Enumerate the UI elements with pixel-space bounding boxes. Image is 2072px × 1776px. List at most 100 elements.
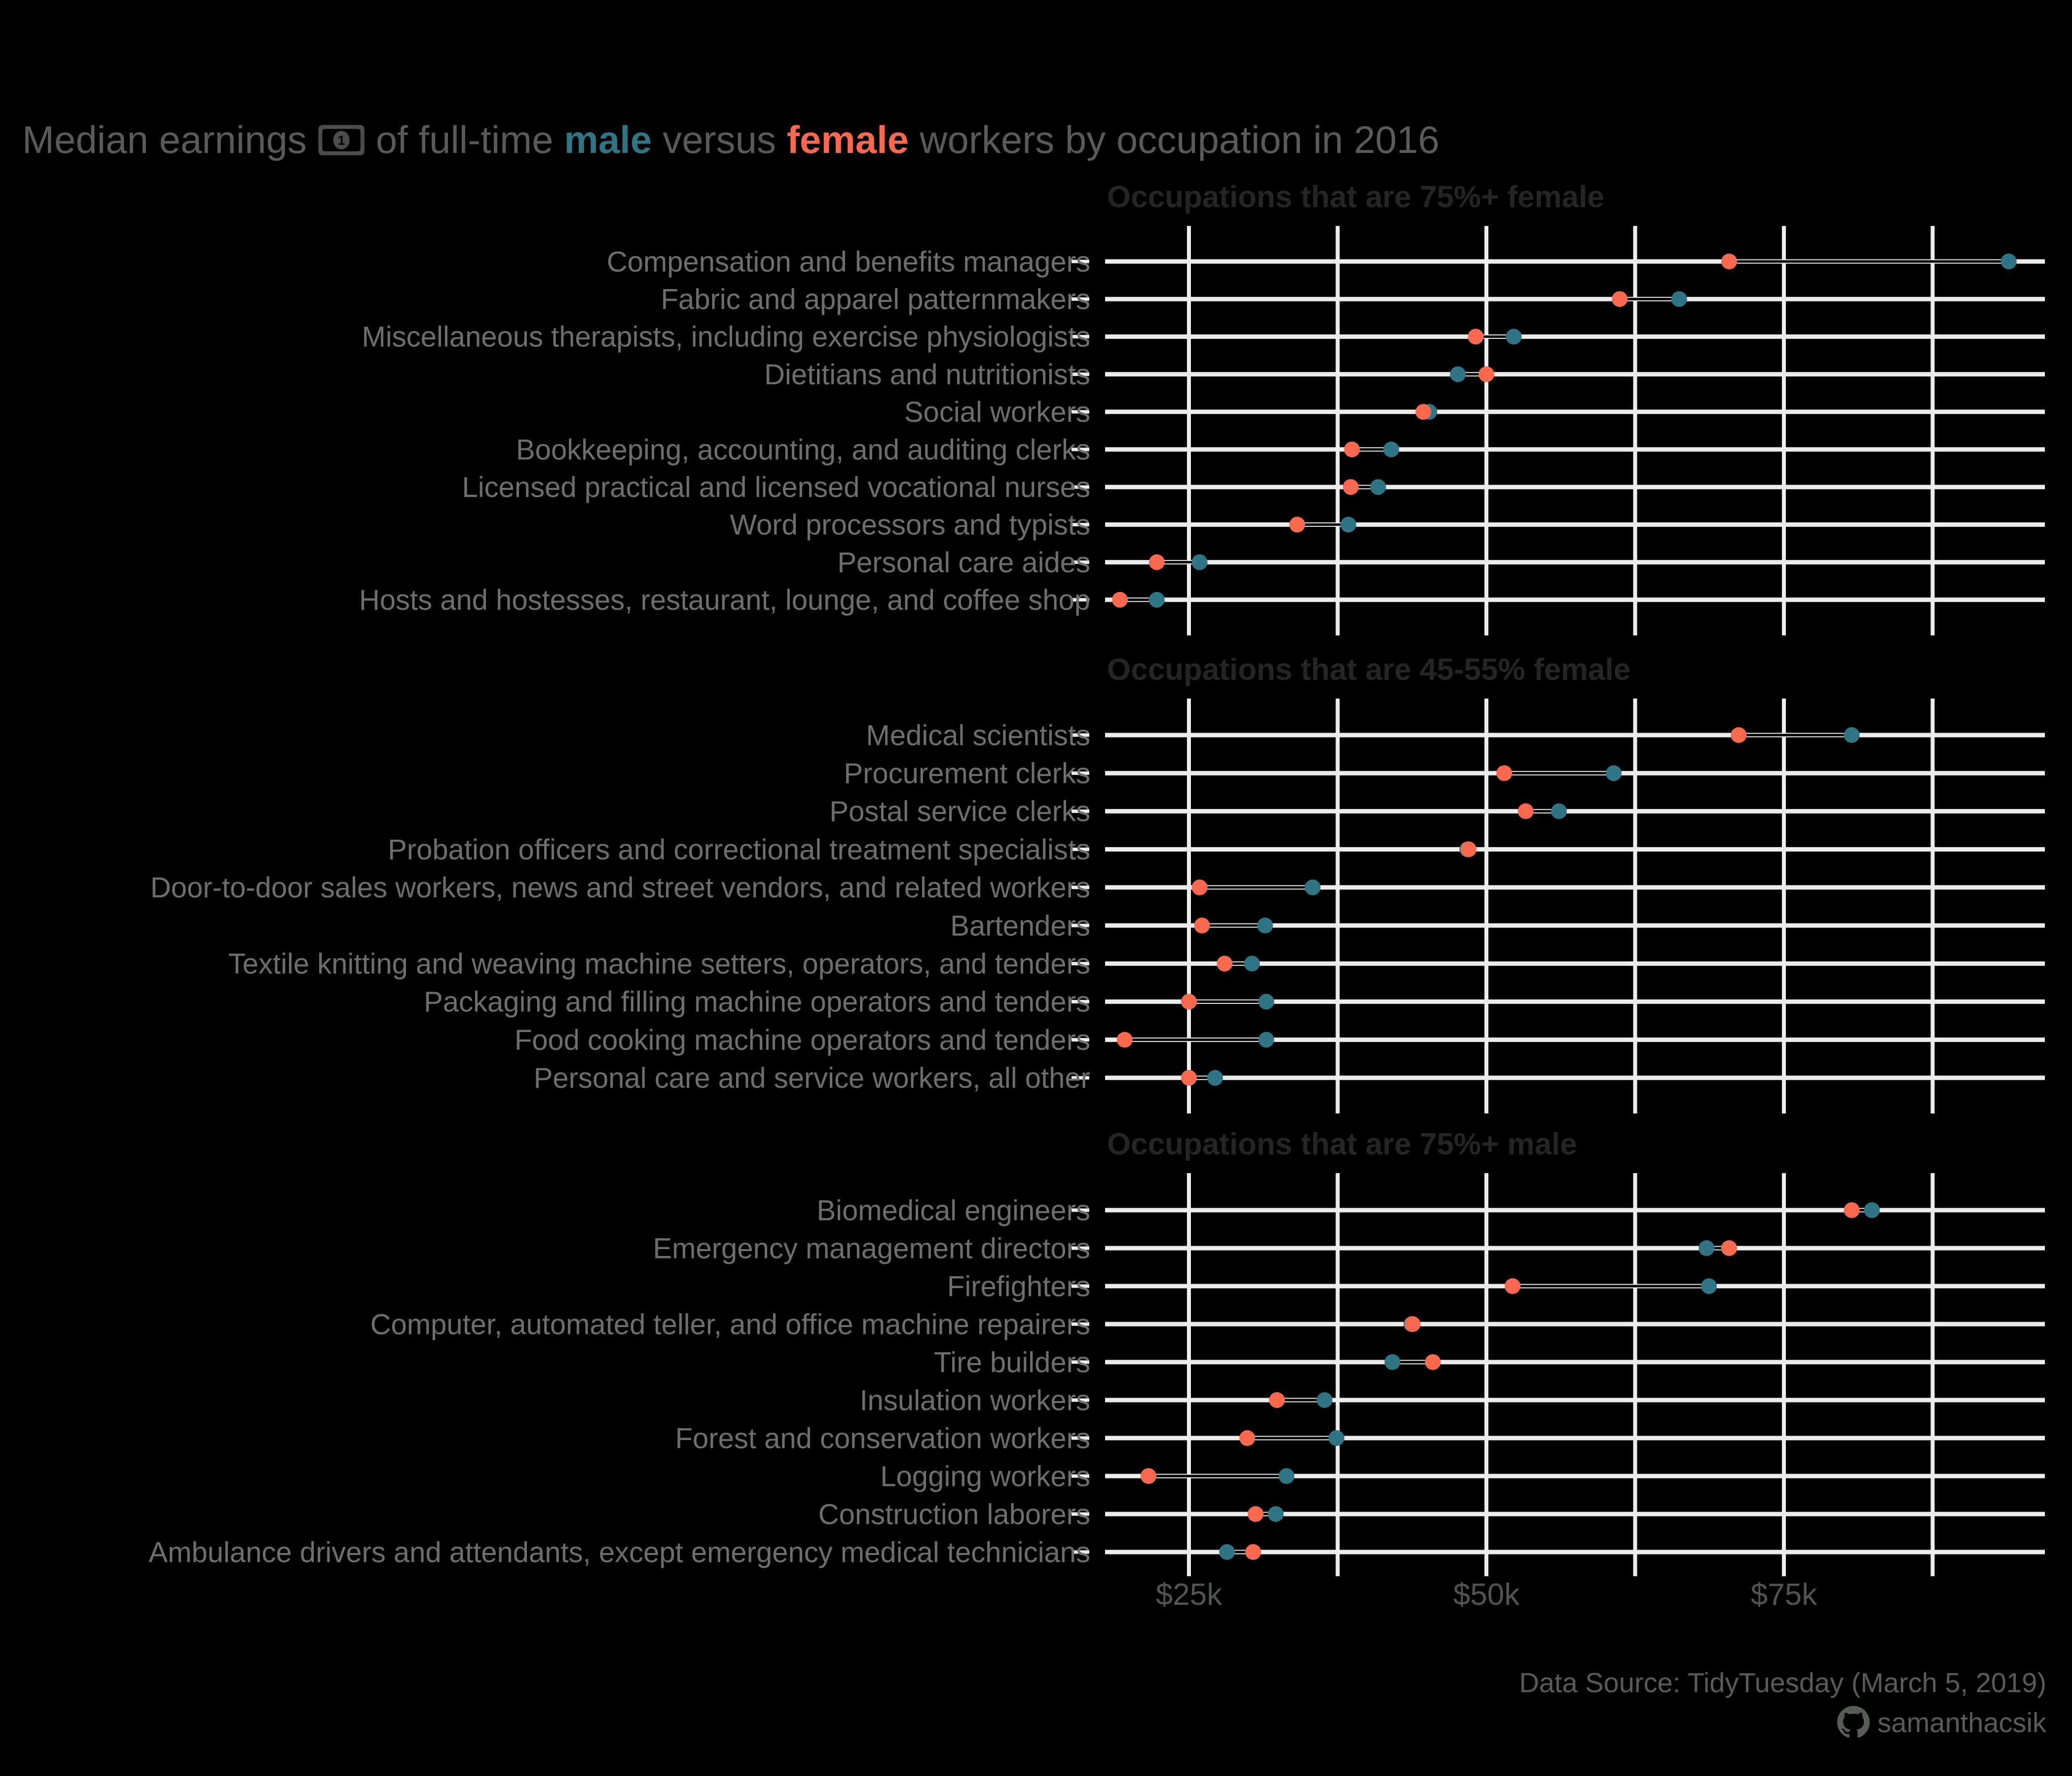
female-dot (1116, 1032, 1133, 1048)
panel-title: Occupations that are 75%+ male (1107, 1127, 1577, 1161)
female-dot (1217, 956, 1233, 972)
female-dot (1405, 1316, 1421, 1332)
occupation-label: Bartenders (950, 910, 1090, 942)
female-dot (1191, 879, 1208, 895)
female-dot (1721, 254, 1738, 269)
male-dot (1450, 366, 1466, 382)
female-dot (1269, 1392, 1285, 1408)
female-dot (1112, 592, 1128, 608)
x-axis-label: $50k (1453, 1578, 1520, 1612)
male-dot (1864, 1202, 1880, 1218)
male-dot (1701, 1278, 1717, 1294)
occupation-label: Hosts and hostesses, restaurant, lounge,… (359, 584, 1090, 616)
occupation-label: Licensed practical and licensed vocation… (462, 472, 1090, 504)
panel-title: Occupations that are 75%+ female (1107, 180, 1604, 214)
occupation-label: Logging workers (880, 1460, 1090, 1492)
occupation-label: Construction laborers (818, 1498, 1090, 1530)
title-prefix: Median earnings (22, 118, 307, 161)
male-dot (1370, 479, 1386, 495)
female-dot (1505, 1278, 1521, 1294)
x-axis-label: $75k (1751, 1578, 1817, 1612)
occupation-label: Personal care and service workers, all o… (534, 1062, 1090, 1094)
occupation-label: Biomedical engineers (816, 1194, 1090, 1226)
male-dot (1329, 1430, 1345, 1446)
female-dot (1148, 554, 1165, 570)
github-icon (1837, 1706, 1870, 1738)
female-legend-word: female (787, 118, 909, 161)
male-dot (1606, 765, 1622, 781)
occupation-label: Medical scientists (866, 719, 1090, 751)
male-dot (1258, 1032, 1274, 1048)
female-dot (1460, 841, 1477, 857)
female-dot (1343, 479, 1359, 495)
occupation-label: Postal service clerks (829, 796, 1090, 828)
occupation-label: Procurement clerks (844, 758, 1090, 790)
male-dot (1340, 517, 1357, 533)
female-dot (1612, 291, 1628, 307)
occupation-label: Fabric and apparel patternmakers (661, 284, 1090, 316)
female-dot (1844, 1202, 1860, 1218)
title-versus: versus (663, 118, 776, 161)
male-dot (1671, 291, 1687, 307)
occupation-label: Insulation workers (860, 1384, 1090, 1416)
female-dot (1415, 404, 1432, 420)
occupation-label: Word processors and typists (730, 509, 1090, 541)
page-title: Median earnings 1 of full-time male vers… (22, 117, 1440, 162)
male-legend-word: male (564, 118, 652, 161)
male-dot (1258, 994, 1274, 1010)
svg-text:1: 1 (337, 133, 345, 148)
female-dot (1425, 1354, 1441, 1370)
male-dot (1257, 918, 1273, 933)
occupation-label: Social workers (904, 396, 1090, 428)
female-dot (1140, 1468, 1156, 1484)
female-dot (1721, 1240, 1738, 1256)
female-dot (1245, 1544, 1261, 1560)
title-middle: of full-time (375, 118, 554, 161)
female-dot (1239, 1430, 1256, 1446)
author-credit: samanthacsik (1837, 1706, 2046, 1739)
occupation-label: Ambulance drivers and attendants, except… (148, 1536, 1090, 1568)
male-dot (1207, 1070, 1223, 1086)
male-dot (1316, 1392, 1332, 1408)
panel-title: Occupations that are 45-55% female (1107, 653, 1630, 687)
female-dot (1344, 442, 1360, 457)
female-dot (1181, 994, 1197, 1010)
occupation-label: Probation officers and correctional trea… (388, 834, 1090, 866)
occupation-label: Textile knitting and weaving machine set… (228, 948, 1090, 980)
occupation-label: Forest and conservation workers (675, 1422, 1090, 1454)
occupation-label: Personal care aides (837, 547, 1090, 579)
male-dot (1278, 1468, 1295, 1484)
occupation-label: Food cooking machine operators and tende… (515, 1024, 1090, 1056)
male-dot (1219, 1544, 1235, 1560)
occupation-label: Emergency management directors (653, 1232, 1090, 1264)
male-dot (1304, 879, 1321, 895)
female-dot (1479, 366, 1494, 382)
author-name: samanthacsik (1877, 1706, 2046, 1738)
male-dot (1148, 592, 1165, 608)
male-dot (1699, 1240, 1715, 1256)
female-dot (1468, 329, 1484, 345)
male-dot (1384, 1354, 1401, 1370)
male-dot (1244, 956, 1260, 972)
title-suffix: workers by occupation in 2016 (920, 118, 1440, 161)
dollar-banknote-icon: 1 (318, 124, 365, 155)
female-dot (1517, 803, 1534, 819)
female-dot (1248, 1506, 1264, 1522)
panel-0: Occupations that are 75%+ female Compensa… (359, 180, 2045, 635)
occupation-label: Dietitians and nutritionists (764, 359, 1090, 391)
male-dot (1191, 554, 1208, 570)
panel-2: Occupations that are 75%+ male Biomedical… (148, 1127, 2045, 1576)
occupation-label: Compensation and benefits managers (607, 246, 1090, 278)
male-dot (1551, 803, 1567, 819)
female-dot (1181, 1070, 1197, 1086)
male-dot (1844, 727, 1860, 743)
female-dot (1731, 727, 1747, 743)
male-dot (1383, 442, 1400, 457)
x-axis-label: $25k (1156, 1578, 1222, 1612)
data-source-note: Data Source: TidyTuesday (March 5, 2019) (1519, 1667, 2046, 1698)
male-dot (2000, 254, 2017, 269)
occupation-label: Packaging and filling machine operators … (424, 986, 1090, 1018)
occupation-label: Computer, automated teller, and office m… (370, 1308, 1090, 1340)
male-dot (1268, 1506, 1284, 1522)
